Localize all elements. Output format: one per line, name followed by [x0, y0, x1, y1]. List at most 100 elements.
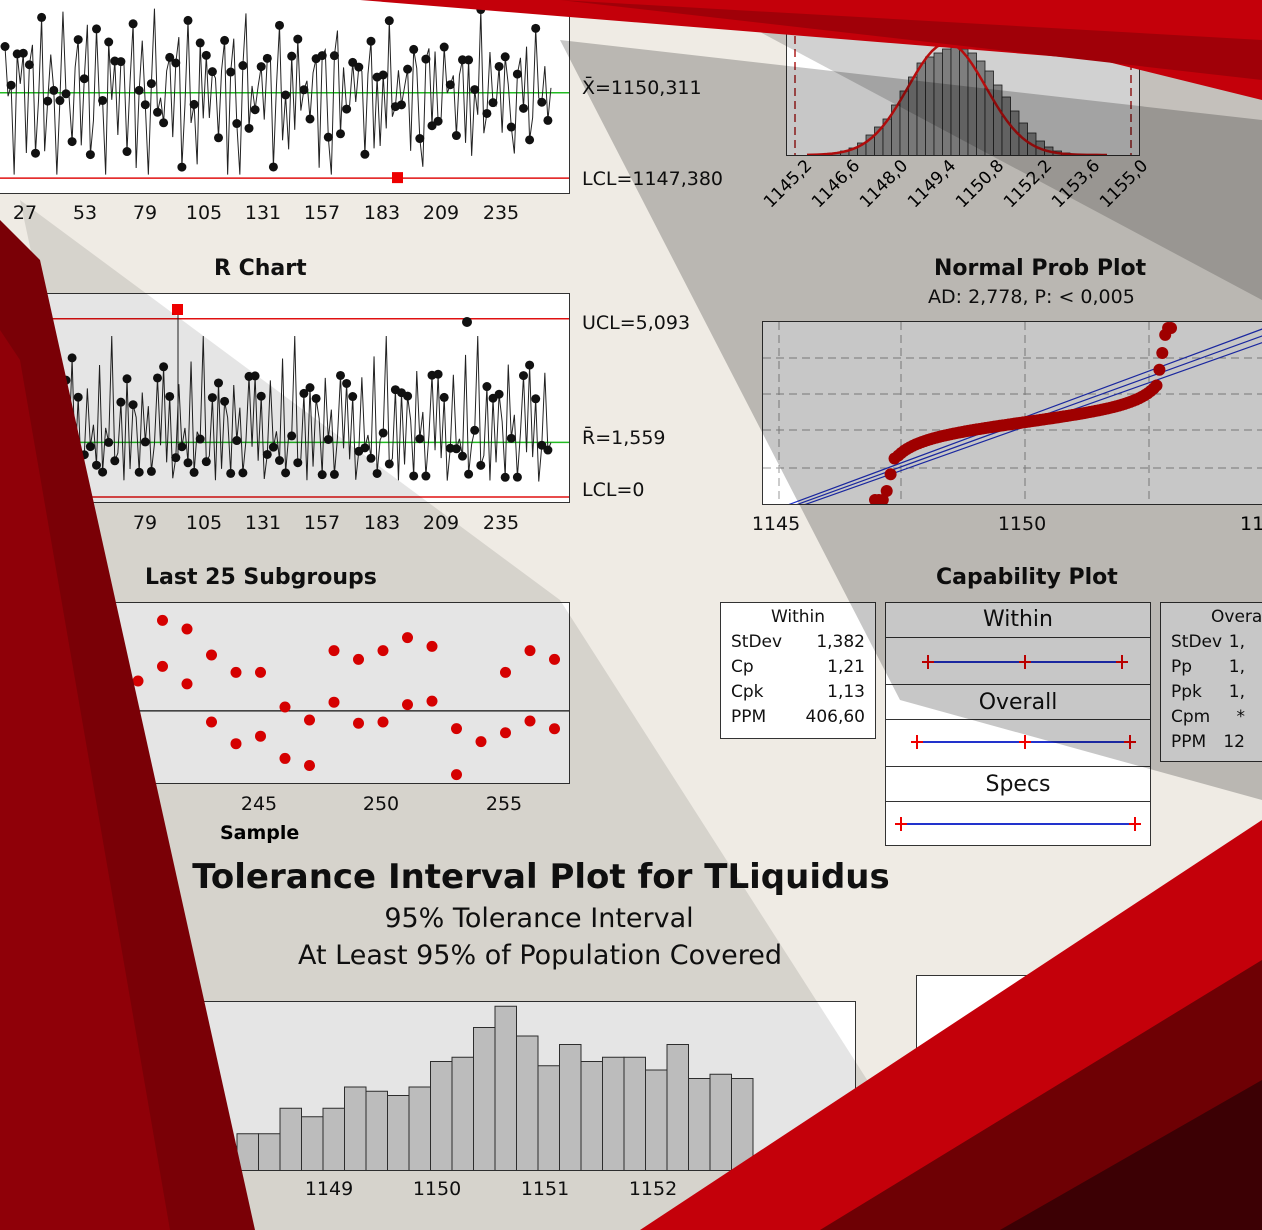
r-point	[6, 467, 16, 477]
band-specs-line	[886, 802, 1150, 844]
xbar-point	[397, 100, 406, 110]
xbar-point	[360, 149, 370, 159]
r-point	[543, 445, 553, 455]
xbar-point	[421, 54, 431, 64]
tolerance-bar	[516, 1035, 539, 1170]
xbar-point	[445, 80, 455, 90]
r-point	[110, 456, 120, 466]
np-tick: 11	[1240, 513, 1262, 535]
xbar-point	[55, 96, 65, 106]
tolerance-bar	[193, 1141, 216, 1170]
xbar-point	[171, 58, 181, 68]
r-point	[299, 388, 309, 398]
top-hist-tick: 1146,6	[808, 155, 865, 213]
r-point	[519, 371, 528, 381]
last25-point	[402, 699, 413, 711]
tolerance-bar	[344, 1086, 367, 1170]
last25-point	[500, 727, 511, 739]
within-stats-box: Within StDev 1,382 Cp 1,21 Cpk 1,13 PPM 406,…	[720, 602, 876, 739]
np-point	[1150, 379, 1163, 392]
tolerance-bar	[430, 1061, 453, 1170]
r-tick: 53	[72, 512, 98, 534]
top-hist-bar	[1001, 96, 1011, 155]
last25-point	[108, 692, 119, 704]
top-hist-bar	[993, 84, 1003, 155]
r-point	[31, 370, 40, 380]
last25-point	[255, 730, 266, 742]
tolerance-bar	[451, 1056, 474, 1170]
stat-value: 12	[1223, 731, 1245, 752]
xbar-point	[488, 98, 498, 108]
r-point	[140, 437, 150, 447]
r-point	[336, 370, 345, 380]
xbar-point	[201, 50, 211, 60]
top-hist-tick: 1149,4	[904, 155, 961, 213]
xbar-point	[464, 55, 474, 65]
stat-key: StDev	[731, 631, 783, 652]
top-hist-tick: 1152,2	[1000, 155, 1057, 213]
r-point	[177, 442, 187, 452]
np-point	[1165, 322, 1177, 334]
r-point	[12, 441, 22, 451]
xbar-point	[470, 85, 480, 95]
xbar-point	[226, 67, 236, 77]
last25-point	[59, 762, 70, 774]
xbar-point	[531, 23, 541, 33]
partial-frame-right	[916, 975, 1262, 1177]
xbar-chart-plot	[0, 5, 569, 184]
xbar-point	[61, 89, 71, 99]
xbar-tick: 183	[363, 202, 401, 224]
xbar-point	[43, 96, 53, 106]
xbar-point	[378, 70, 388, 80]
xbar-point	[73, 35, 83, 45]
within-stat-row: Cpk 1,13	[721, 679, 875, 704]
tolerance-bar	[322, 1107, 345, 1170]
r-point	[214, 378, 223, 388]
xbar-x-ticks: 27 53 79 105 131 157 183 209 235	[0, 202, 570, 226]
xbar-point	[18, 48, 28, 58]
r-point	[470, 425, 480, 435]
top-hist-tick: 1155,0	[1096, 155, 1153, 213]
last25-point	[304, 714, 315, 726]
r-point	[372, 468, 382, 478]
xbar-point	[232, 119, 242, 129]
xbar-point	[140, 100, 150, 110]
last25-point	[500, 666, 511, 678]
r-point	[165, 391, 175, 401]
xbar-point	[336, 129, 345, 139]
within-stat-row: StDev 1,382	[721, 629, 875, 654]
r-point	[262, 449, 272, 459]
xbar-tick: 209	[422, 202, 460, 224]
xbar-point	[220, 35, 230, 45]
r-tick: 183	[363, 512, 401, 534]
stat-value: 1,13	[827, 681, 865, 702]
tolerance-bar	[301, 1116, 324, 1170]
top-hist-bar	[933, 52, 943, 155]
last25-point	[549, 653, 560, 665]
top-hist-tick: 1150,8	[952, 155, 1009, 213]
last25-point	[59, 692, 70, 704]
r-point	[61, 375, 71, 385]
xbar-point	[104, 37, 114, 47]
r-tick: 131	[244, 512, 282, 534]
top-hist-bar	[942, 48, 952, 155]
within-stats-heading: Within	[770, 607, 826, 627]
r-point	[134, 467, 144, 477]
last25-point	[255, 666, 266, 678]
r-center-label: R̄=1,559	[582, 427, 666, 449]
top-hist-bar	[959, 48, 969, 155]
xbar-point	[415, 134, 425, 144]
xbar-point	[293, 34, 303, 44]
xbar-point	[366, 36, 376, 46]
top-hist-bar	[814, 154, 824, 155]
xbar-point	[183, 15, 193, 25]
last25-point	[230, 666, 242, 678]
xbar-point	[348, 57, 358, 67]
xbar-tick: 235	[482, 202, 520, 224]
tolerance-bar	[580, 1061, 603, 1170]
tolerance-bar	[537, 1065, 560, 1170]
stat-value: 1,	[1228, 631, 1245, 652]
xbar-point	[525, 135, 535, 145]
last25-point	[328, 696, 340, 708]
r-point	[494, 389, 504, 399]
